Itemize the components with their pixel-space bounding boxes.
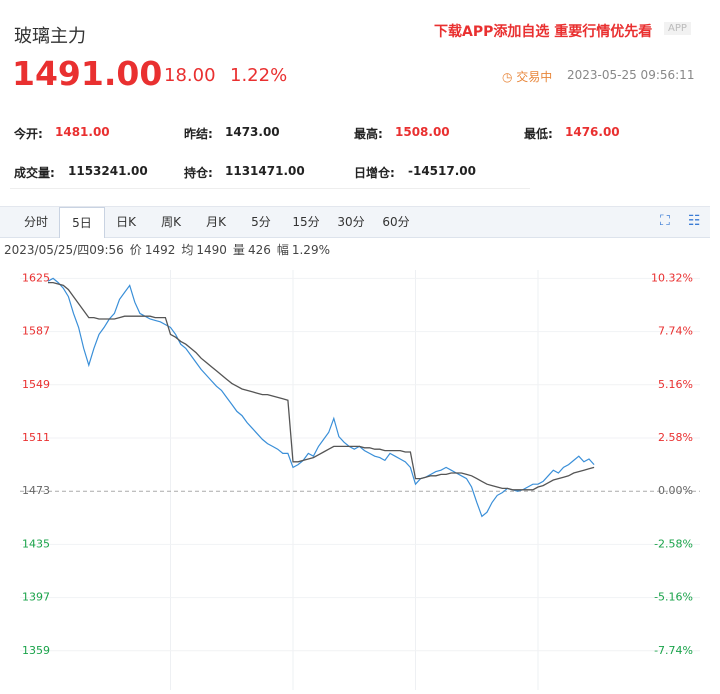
info-date: 2023/05/25/四09:56 [4,243,124,257]
status-text: 交易中 [516,70,553,84]
tab[interactable]: 5分 [251,215,271,229]
y2-tick-label: 2.58% [658,431,693,444]
y-tick-label: 1511 [22,431,50,444]
stat-value: 1476.00 [565,125,620,139]
tab[interactable]: 分时 [23,215,48,229]
y2-tick-label: 5.16% [658,378,693,391]
series-line [47,277,595,518]
y2-tick-label: -7.74% [654,644,693,657]
stat-label: 持仓: [184,166,213,180]
info-line: 2023/05/25/四09:56 价 1492 均 1490 量 426 幅 1.29% [4,241,336,258]
y-tick-label: 1359 [22,644,50,657]
stat-value: 1508.00 [395,125,450,139]
divider [10,188,530,189]
y-tick-label: 1473 [22,484,50,497]
fullscreen-icon[interactable]: ⛶ [660,213,670,229]
y2-tick-label: 10.32% [651,271,693,284]
title: 玻璃主力 [14,26,86,47]
tab[interactable]: 周K [161,215,181,229]
stat-label: 日增仓: [354,166,395,180]
info-avg: 1490 [196,243,227,257]
y2-tick-label: -2.58% [654,537,693,550]
info-price: 1492 [144,243,176,257]
info-vol: 426 [247,243,271,257]
y-tick-label: 1397 [22,591,50,604]
y-tick-label: 1435 [22,537,50,550]
y-tick-label: 1587 [22,325,50,338]
settings-icon[interactable]: ☷ [688,213,701,229]
tab[interactable]: 15分 [292,215,320,229]
stat-value: 1481.00 [55,125,110,139]
info-vol-label: 量 [232,243,245,257]
stat-value: 1473.00 [225,125,280,139]
tab[interactable]: 月K [206,215,226,229]
tab[interactable]: 30分 [337,215,365,229]
info-amp: 1.29% [291,243,330,257]
chart: 1625 1587 1549 1511 1473 1435 1397 1359 10.32% 7.… [20,270,700,690]
y2-tick-label: 7.74% [658,325,693,338]
y2-tick-label: -5.16% [654,591,693,604]
y-tick-label: 1625 [22,271,50,284]
tab[interactable]: 60分 [382,215,410,229]
tab[interactable]: 5日 [59,207,105,238]
stat-label: 昨结: [184,127,213,141]
stat-label: 最低: [524,127,553,141]
promo-link[interactable]: 下载APP添加自选 重要行情优先看 [434,24,653,40]
info-avg-label: 均 [181,243,194,257]
app-badge[interactable]: APP [664,22,691,35]
tab-bar: ⛶ ☷ 分时 5日 日K 周K 月K 5分 15分 30分 60分 [0,206,710,238]
timestamp: 2023-05-25 09:56:11 [567,68,695,82]
y2-tick-label: 0.00% [658,484,693,497]
stat-value: 1131471.00 [225,164,305,178]
info-price-label: 价 [129,243,142,257]
series-line [48,281,595,491]
stat-label: 今开: [14,127,43,141]
price: 1491.00 [12,54,163,93]
stat-label: 成交量: [14,166,55,180]
status: ◷ 交易中 [502,70,553,84]
stat-label: 最高: [354,127,383,141]
stat-value: 1153241.00 [68,164,148,178]
info-amp-label: 幅 [276,243,289,257]
y-tick-label: 1549 [22,378,50,391]
change: 18.00 [164,65,216,86]
stat-value: -14517.00 [408,164,476,178]
change-pct: 1.22% [230,65,288,86]
tab[interactable]: 日K [116,215,136,229]
